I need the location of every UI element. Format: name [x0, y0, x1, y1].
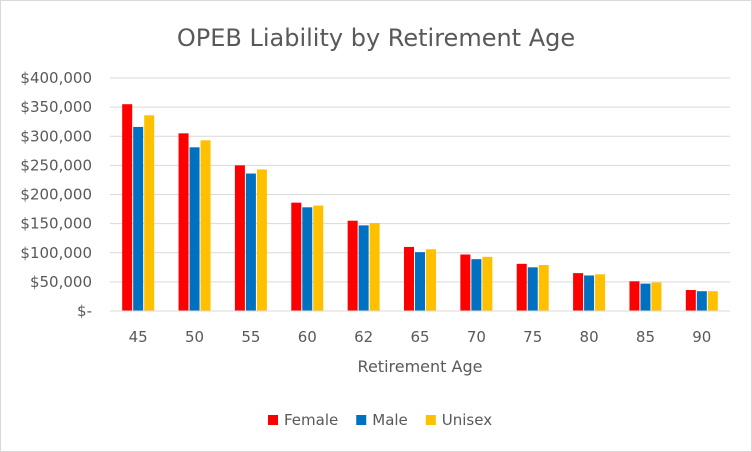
bar-female [629, 281, 640, 311]
x-tick-label: 90 [692, 328, 711, 346]
bar-unisex [482, 256, 493, 311]
x-tick-label: 70 [467, 328, 486, 346]
y-tick-label: $200,000 [20, 186, 92, 204]
legend-swatch-male [356, 415, 367, 425]
bar-unisex [256, 169, 267, 311]
y-tick-label: $250,000 [20, 156, 92, 174]
x-tick-label: 50 [185, 328, 204, 346]
y-tick-label: $400,000 [20, 69, 92, 87]
legend-swatch-unisex [425, 415, 436, 425]
bar-unisex [313, 205, 324, 311]
bars [122, 104, 718, 312]
legend-swatch-female [268, 415, 278, 425]
legend-label: Unisex [442, 411, 492, 429]
bar-male [527, 267, 538, 311]
y-tick-label: $100,000 [20, 244, 92, 262]
bar-unisex [144, 115, 155, 311]
x-axis-label: Retirement Age [358, 357, 483, 376]
y-tick-label: $- [77, 302, 92, 320]
bar-female [404, 246, 414, 311]
bar-female [122, 104, 133, 312]
bar-unisex [595, 274, 606, 311]
bar-unisex [200, 140, 211, 311]
bar-female [573, 273, 584, 311]
bar-unisex [538, 264, 549, 311]
x-tick-label: 45 [129, 328, 148, 346]
y-tick-label: $300,000 [20, 127, 92, 145]
bar-male [696, 291, 707, 311]
legend-label: Female [284, 411, 338, 429]
y-tick-label: $150,000 [20, 215, 92, 233]
x-axis-ticks: 45 50 55 60 62 65 70 75 80 85 90 [129, 328, 712, 346]
bar-male [245, 173, 256, 311]
bar-male [584, 275, 595, 311]
y-tick-label: $350,000 [20, 98, 92, 116]
bar-male [189, 147, 200, 311]
bar-unisex [707, 291, 718, 311]
bar-male [358, 225, 369, 311]
bar-male [471, 259, 482, 311]
x-tick-label: 55 [241, 328, 260, 346]
bar-female [347, 220, 358, 311]
x-tick-label: 80 [580, 328, 599, 346]
bar-female [460, 254, 471, 311]
x-tick-label: 65 [410, 328, 429, 346]
chart-title: OPEB Liability by Retirement Age [177, 24, 575, 52]
legend-label: Male [372, 411, 408, 429]
bar-female [516, 263, 527, 311]
bar-male [302, 207, 313, 311]
y-axis-ticks: $- $50,000 $100,000 $150,000 $200,000 $250,00… [20, 69, 92, 320]
bar-female [234, 165, 245, 311]
bar-male [133, 126, 144, 312]
bar-female [178, 133, 189, 311]
y-tick-label: $50,000 [30, 273, 92, 291]
x-tick-label: 75 [523, 328, 542, 346]
x-tick-label: 62 [354, 328, 373, 346]
bar-female [685, 290, 696, 311]
bar-unisex [651, 282, 662, 311]
bar-female [291, 202, 302, 311]
gridlines [110, 77, 730, 283]
bar-male [640, 283, 651, 311]
x-tick-label: 60 [298, 328, 317, 346]
bar-unisex [369, 223, 380, 311]
bar-unisex [426, 249, 436, 311]
bar-male [415, 252, 425, 311]
x-tick-label: 85 [636, 328, 655, 346]
legend: Female Male Unisex [268, 411, 492, 429]
